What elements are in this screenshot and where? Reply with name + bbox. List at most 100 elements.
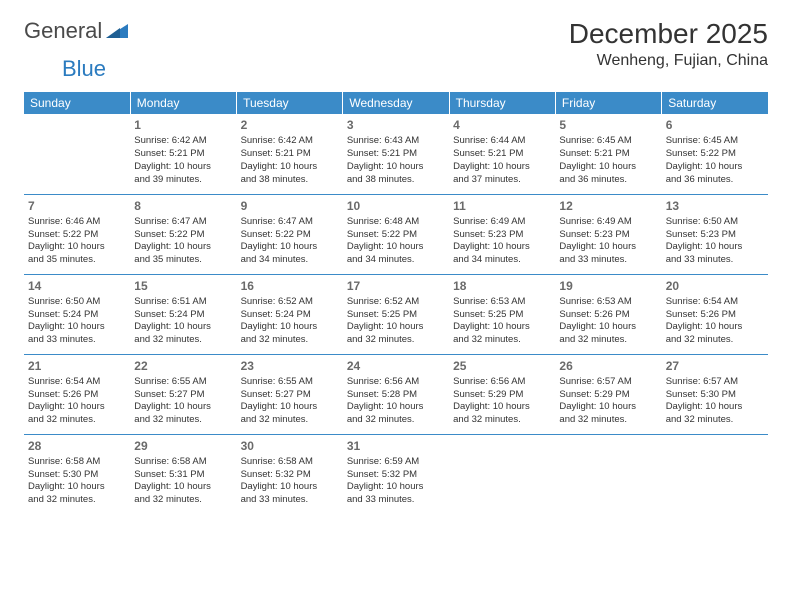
calendar-cell: 1Sunrise: 6:42 AMSunset: 5:21 PMDaylight… — [130, 114, 236, 194]
sunrise-text: Sunrise: 6:59 AM — [347, 456, 445, 469]
sunrise-text: Sunrise: 6:49 AM — [453, 216, 551, 229]
sunset-text: Sunset: 5:25 PM — [453, 309, 551, 322]
day2-text: and 32 minutes. — [666, 334, 764, 347]
day2-text: and 32 minutes. — [347, 414, 445, 427]
sunset-text: Sunset: 5:21 PM — [134, 148, 232, 161]
day-number: 18 — [453, 278, 551, 294]
day1-text: Daylight: 10 hours — [134, 401, 232, 414]
calendar-cell: 5Sunrise: 6:45 AMSunset: 5:21 PMDaylight… — [555, 114, 661, 194]
calendar-cell: 22Sunrise: 6:55 AMSunset: 5:27 PMDayligh… — [130, 354, 236, 434]
day1-text: Daylight: 10 hours — [134, 241, 232, 254]
sunset-text: Sunset: 5:26 PM — [666, 309, 764, 322]
day1-text: Daylight: 10 hours — [28, 401, 126, 414]
sunset-text: Sunset: 5:21 PM — [559, 148, 657, 161]
day1-text: Daylight: 10 hours — [241, 161, 339, 174]
sunrise-text: Sunrise: 6:52 AM — [241, 296, 339, 309]
dayheader-monday: Monday — [130, 92, 236, 114]
calendar-cell: 20Sunrise: 6:54 AMSunset: 5:26 PMDayligh… — [662, 274, 768, 354]
day2-text: and 35 minutes. — [28, 254, 126, 267]
sunset-text: Sunset: 5:31 PM — [134, 469, 232, 482]
sunset-text: Sunset: 5:22 PM — [666, 148, 764, 161]
day-number: 30 — [241, 438, 339, 454]
day2-text: and 33 minutes. — [559, 254, 657, 267]
sunrise-text: Sunrise: 6:50 AM — [666, 216, 764, 229]
sunset-text: Sunset: 5:22 PM — [347, 229, 445, 242]
calendar-cell: 6Sunrise: 6:45 AMSunset: 5:22 PMDaylight… — [662, 114, 768, 194]
dayheader-saturday: Saturday — [662, 92, 768, 114]
sunset-text: Sunset: 5:27 PM — [241, 389, 339, 402]
day2-text: and 32 minutes. — [241, 334, 339, 347]
day2-text: and 32 minutes. — [453, 414, 551, 427]
day2-text: and 32 minutes. — [134, 414, 232, 427]
day2-text: and 32 minutes. — [453, 334, 551, 347]
sunrise-text: Sunrise: 6:53 AM — [453, 296, 551, 309]
calendar-cell: 29Sunrise: 6:58 AMSunset: 5:31 PMDayligh… — [130, 434, 236, 514]
month-title: December 2025 — [569, 18, 768, 50]
calendar-cell: 25Sunrise: 6:56 AMSunset: 5:29 PMDayligh… — [449, 354, 555, 434]
sunset-text: Sunset: 5:24 PM — [241, 309, 339, 322]
sunrise-text: Sunrise: 6:54 AM — [666, 296, 764, 309]
calendar-cell: 15Sunrise: 6:51 AMSunset: 5:24 PMDayligh… — [130, 274, 236, 354]
calendar-cell: 13Sunrise: 6:50 AMSunset: 5:23 PMDayligh… — [662, 194, 768, 274]
day2-text: and 32 minutes. — [134, 334, 232, 347]
day-number: 16 — [241, 278, 339, 294]
calendar-table: Sunday Monday Tuesday Wednesday Thursday… — [24, 92, 768, 514]
day1-text: Daylight: 10 hours — [453, 161, 551, 174]
day2-text: and 32 minutes. — [134, 494, 232, 507]
calendar-row: 7Sunrise: 6:46 AMSunset: 5:22 PMDaylight… — [24, 194, 768, 274]
calendar-cell: 26Sunrise: 6:57 AMSunset: 5:29 PMDayligh… — [555, 354, 661, 434]
day2-text: and 33 minutes. — [347, 494, 445, 507]
day2-text: and 39 minutes. — [134, 174, 232, 187]
day-number: 27 — [666, 358, 764, 374]
day-number: 2 — [241, 117, 339, 133]
day2-text: and 37 minutes. — [453, 174, 551, 187]
day-number: 31 — [347, 438, 445, 454]
sunset-text: Sunset: 5:21 PM — [347, 148, 445, 161]
sunset-text: Sunset: 5:24 PM — [28, 309, 126, 322]
calendar-cell: 17Sunrise: 6:52 AMSunset: 5:25 PMDayligh… — [343, 274, 449, 354]
sunset-text: Sunset: 5:30 PM — [666, 389, 764, 402]
day2-text: and 38 minutes. — [241, 174, 339, 187]
day-number: 9 — [241, 198, 339, 214]
day2-text: and 32 minutes. — [559, 334, 657, 347]
day1-text: Daylight: 10 hours — [347, 481, 445, 494]
day2-text: and 34 minutes. — [241, 254, 339, 267]
day2-text: and 36 minutes. — [666, 174, 764, 187]
calendar-cell: 18Sunrise: 6:53 AMSunset: 5:25 PMDayligh… — [449, 274, 555, 354]
day1-text: Daylight: 10 hours — [666, 401, 764, 414]
sunrise-text: Sunrise: 6:44 AM — [453, 135, 551, 148]
day-number: 12 — [559, 198, 657, 214]
sunrise-text: Sunrise: 6:49 AM — [559, 216, 657, 229]
day-number: 17 — [347, 278, 445, 294]
day1-text: Daylight: 10 hours — [241, 401, 339, 414]
day-number: 8 — [134, 198, 232, 214]
calendar-cell: 21Sunrise: 6:54 AMSunset: 5:26 PMDayligh… — [24, 354, 130, 434]
day1-text: Daylight: 10 hours — [134, 161, 232, 174]
sunrise-text: Sunrise: 6:55 AM — [134, 376, 232, 389]
calendar-cell — [449, 434, 555, 514]
sunrise-text: Sunrise: 6:45 AM — [666, 135, 764, 148]
title-block: December 2025 Wenheng, Fujian, China — [569, 18, 768, 70]
day1-text: Daylight: 10 hours — [28, 481, 126, 494]
day1-text: Daylight: 10 hours — [241, 321, 339, 334]
sunrise-text: Sunrise: 6:47 AM — [241, 216, 339, 229]
day2-text: and 32 minutes. — [559, 414, 657, 427]
sunrise-text: Sunrise: 6:56 AM — [453, 376, 551, 389]
calendar-row: 1Sunrise: 6:42 AMSunset: 5:21 PMDaylight… — [24, 114, 768, 194]
day-number: 19 — [559, 278, 657, 294]
day2-text: and 34 minutes. — [453, 254, 551, 267]
day-number: 5 — [559, 117, 657, 133]
day1-text: Daylight: 10 hours — [666, 321, 764, 334]
sunrise-text: Sunrise: 6:42 AM — [241, 135, 339, 148]
sunrise-text: Sunrise: 6:58 AM — [241, 456, 339, 469]
day1-text: Daylight: 10 hours — [559, 161, 657, 174]
dayheader-friday: Friday — [555, 92, 661, 114]
sunrise-text: Sunrise: 6:46 AM — [28, 216, 126, 229]
day2-text: and 36 minutes. — [559, 174, 657, 187]
day1-text: Daylight: 10 hours — [28, 241, 126, 254]
sunset-text: Sunset: 5:24 PM — [134, 309, 232, 322]
day1-text: Daylight: 10 hours — [134, 481, 232, 494]
sunset-text: Sunset: 5:21 PM — [453, 148, 551, 161]
logo: General — [24, 18, 130, 44]
day1-text: Daylight: 10 hours — [347, 321, 445, 334]
